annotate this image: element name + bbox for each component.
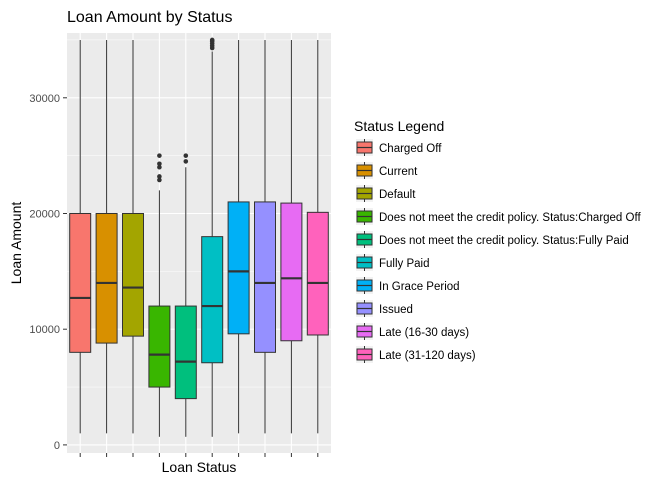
box-group	[306, 39, 329, 434]
box-group	[122, 39, 144, 434]
legend-item: Late (16-30 days)	[356, 323, 469, 340]
box-group	[95, 39, 118, 434]
legend-label: Does not meet the credit policy. Status:…	[379, 235, 629, 247]
x-axis-title: Loan Status	[162, 459, 237, 475]
box-body	[280, 202, 303, 342]
box-group	[227, 39, 250, 434]
outlier-point	[157, 177, 162, 183]
legend-label: Default	[379, 189, 416, 201]
box-body	[306, 211, 329, 336]
box-body	[122, 212, 144, 337]
legend-item: Issued	[356, 300, 413, 317]
outlier-point	[183, 153, 189, 158]
legend-label: Late (16-30 days)	[379, 327, 469, 339]
box-group	[254, 39, 276, 434]
box-group	[69, 39, 92, 434]
outlier-point	[209, 37, 215, 43]
box-body	[254, 201, 276, 353]
legend-label: Charged Off	[379, 143, 442, 155]
legend-label: Issued	[379, 304, 413, 316]
legend-label: Late (31-120 days)	[379, 350, 476, 362]
x-axis	[79, 453, 319, 457]
legend: Status Legend Charged Off Current Default D…	[354, 118, 641, 363]
legend-item: Charged Off	[356, 139, 442, 156]
legend-label: Does not meet the credit policy. Status:…	[379, 212, 641, 224]
legend-item: Default	[356, 185, 416, 202]
box-body	[95, 212, 118, 344]
legend-label: Current	[379, 166, 418, 178]
y-tick-label: 30000	[29, 93, 60, 105]
legend-label: Fully Paid	[379, 258, 430, 270]
outlier-point	[157, 161, 162, 167]
box-group	[201, 37, 224, 437]
box-body	[69, 212, 92, 353]
y-tick-label: 20000	[29, 208, 60, 220]
box-group	[280, 39, 303, 434]
box-body	[201, 236, 224, 364]
outlier-point	[157, 153, 162, 158]
box-body	[148, 305, 171, 388]
outlier-point	[157, 174, 162, 179]
box-body	[174, 305, 197, 400]
chart-title: Loan Amount by Status	[67, 9, 232, 26]
outlier-point	[157, 164, 162, 170]
y-axis: 0 10000 20000 30000	[29, 93, 67, 452]
box-body	[227, 201, 250, 335]
y-axis-title: Loan Amount	[8, 202, 24, 285]
legend-item: Late (31-120 days)	[356, 346, 476, 363]
legend-label: In Grace Period	[379, 281, 460, 293]
legend-item: Does not meet the credit policy. Status:…	[356, 208, 641, 225]
box-group	[174, 153, 197, 437]
legend-item: Does not meet the credit policy. Status:…	[356, 231, 629, 248]
y-tick-label: 0	[54, 440, 60, 452]
y-tick-label: 10000	[29, 324, 60, 336]
legend-item: In Grace Period	[356, 277, 460, 294]
legend-title: Status Legend	[354, 118, 444, 134]
legend-item: Fully Paid	[356, 254, 430, 271]
boxes-layer	[69, 37, 329, 437]
legend-item: Current	[356, 162, 418, 179]
outlier-point	[183, 159, 189, 164]
box-group	[148, 153, 171, 437]
